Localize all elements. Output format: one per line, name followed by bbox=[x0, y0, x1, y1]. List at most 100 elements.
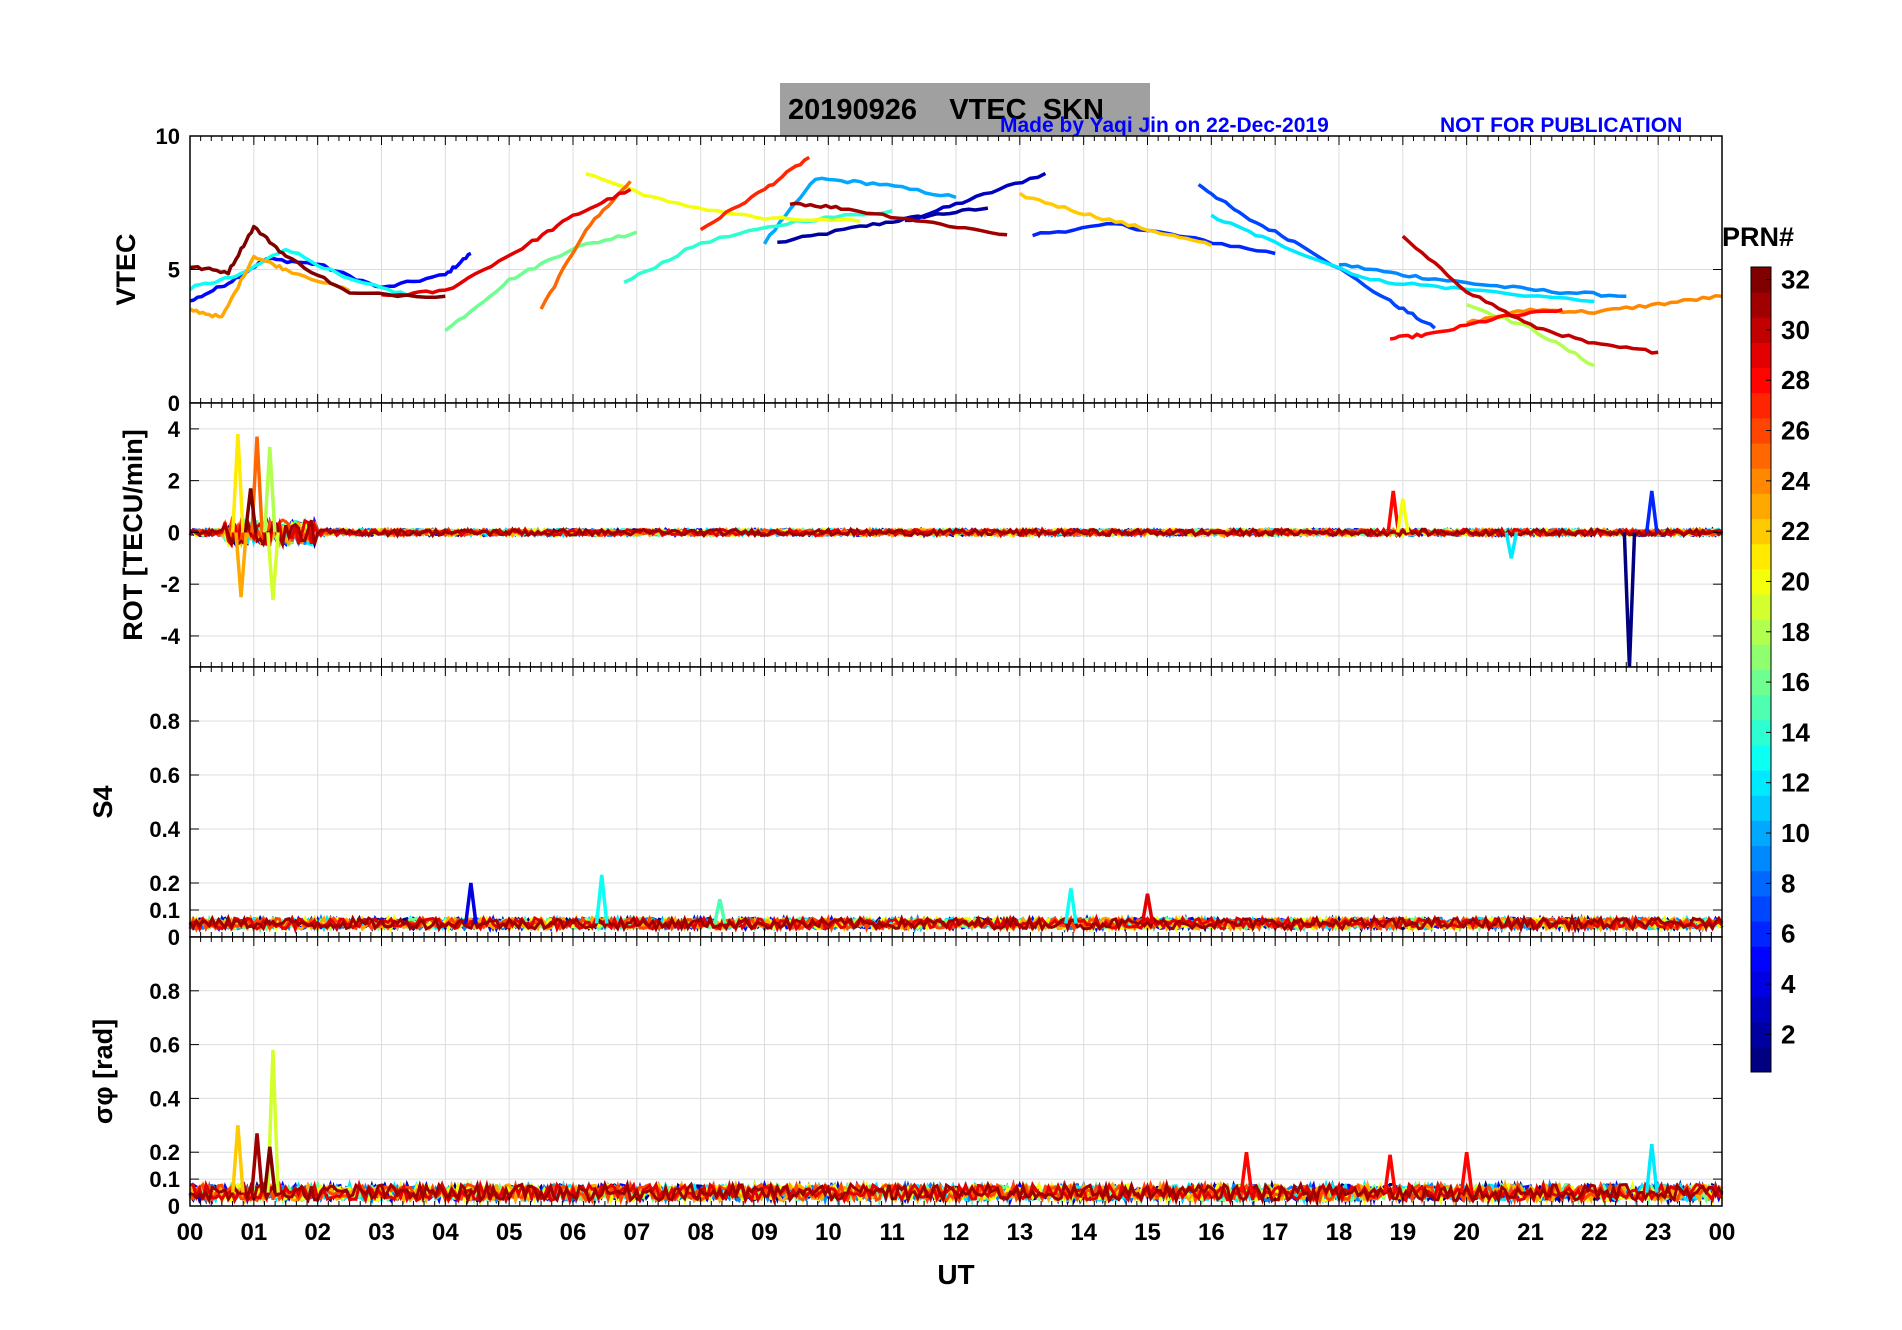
x-tick-label: 17 bbox=[1262, 1219, 1289, 1246]
x-axis-label: UT bbox=[937, 1259, 974, 1290]
y-tick-label: 0 bbox=[168, 1194, 180, 1219]
colorbar-segment bbox=[1751, 443, 1771, 469]
colorbar-segment bbox=[1751, 619, 1771, 645]
colorbar-segment bbox=[1751, 694, 1771, 721]
y-tick-label: 5 bbox=[168, 258, 180, 283]
spike-prn-13 bbox=[594, 874, 609, 924]
colorbar-segment bbox=[1751, 342, 1771, 369]
y-tick-label: 0 bbox=[168, 925, 180, 950]
x-tick-label: 14 bbox=[1070, 1219, 1097, 1246]
spike-prn-28 bbox=[1386, 490, 1401, 533]
colorbar-segment bbox=[1751, 543, 1771, 570]
series-prn-18 bbox=[1466, 303, 1595, 368]
colorbar-segment bbox=[1751, 971, 1771, 998]
colorbar-tick-label: 26 bbox=[1781, 416, 1810, 446]
y-tick-label: 0.4 bbox=[149, 1086, 180, 1111]
colorbar-tick-label: 4 bbox=[1781, 969, 1796, 999]
spike-prn-23 bbox=[234, 532, 248, 598]
colorbar-segment bbox=[1751, 493, 1771, 520]
spike-prn-4 bbox=[464, 882, 478, 924]
colorbar-segment bbox=[1751, 392, 1771, 419]
x-tick-label: 19 bbox=[1389, 1219, 1416, 1246]
colorbar-tick-label: 12 bbox=[1781, 768, 1810, 798]
colorbar-segment bbox=[1751, 845, 1771, 872]
x-tick-label: 11 bbox=[879, 1219, 904, 1246]
spike-prn-20 bbox=[1395, 498, 1410, 533]
spike-prn-15 bbox=[712, 898, 727, 924]
colorbar-segment bbox=[1751, 317, 1771, 343]
colorbar-segment bbox=[1751, 292, 1771, 318]
colorbar-segment bbox=[1751, 770, 1771, 796]
y-tick-label: 0 bbox=[168, 520, 180, 545]
series-prn-3 bbox=[904, 171, 1047, 223]
series-prn-2 bbox=[777, 206, 989, 245]
colorbar-segment bbox=[1751, 568, 1771, 595]
colorbar-segment bbox=[1751, 367, 1771, 394]
colorbar-segment bbox=[1751, 895, 1771, 922]
x-tick-label: 16 bbox=[1198, 1219, 1225, 1246]
colorbar-tick-label: 24 bbox=[1781, 466, 1810, 496]
y-tick-label: 2 bbox=[168, 469, 180, 494]
x-tick-label: 10 bbox=[815, 1219, 842, 1246]
y-axis-label: σφ [rad] bbox=[88, 1019, 118, 1124]
colorbar-segment bbox=[1751, 795, 1771, 821]
colorbar-tick-label: 32 bbox=[1781, 265, 1810, 295]
y-tick-label: 0.6 bbox=[149, 1033, 180, 1058]
panel-vtec: 0 5 10 VTEC bbox=[111, 124, 1723, 416]
colorbar-tick-label: 18 bbox=[1781, 617, 1810, 647]
x-tick-label: 03 bbox=[368, 1219, 395, 1246]
spike-prn-28 bbox=[1383, 1154, 1397, 1193]
series-prn-9 bbox=[1338, 262, 1627, 298]
x-tick-label: 21 bbox=[1517, 1219, 1544, 1246]
y-tick-label: 0.4 bbox=[149, 817, 180, 842]
colorbar-segment bbox=[1751, 921, 1771, 947]
publication-notice: NOT FOR PUBLICATION bbox=[1440, 114, 1683, 137]
series-prn-31 bbox=[189, 519, 1724, 551]
x-tick-label: 08 bbox=[687, 1219, 714, 1246]
colorbar-tick-label: 14 bbox=[1781, 717, 1810, 747]
x-tick-label: 18 bbox=[1326, 1219, 1353, 1246]
colorbar-frame bbox=[1750, 266, 1772, 1073]
spike-prn-32 bbox=[243, 488, 258, 533]
x-tick-label: 00 bbox=[177, 1219, 204, 1246]
series-prn-31 bbox=[189, 1179, 1724, 1207]
spike-prn-28 bbox=[1459, 1151, 1474, 1193]
y-tick-label: -2 bbox=[160, 572, 180, 597]
colorbar-segment bbox=[1751, 518, 1771, 545]
y-axis-label: VTEC bbox=[111, 233, 141, 305]
x-tick-label: 04 bbox=[432, 1219, 459, 1246]
credit-text: Made by Yaqi Jin on 22-Dec-2019 bbox=[1000, 114, 1329, 137]
colorbar-segment bbox=[1751, 820, 1771, 847]
series-prn-30 bbox=[1401, 234, 1659, 355]
spike-prn-31 bbox=[250, 1133, 264, 1193]
spike-prn-18 bbox=[262, 446, 277, 533]
panel-rot: -4 -2 0 2 4 ROT [TECU/min] bbox=[118, 402, 1724, 668]
series-prn-16 bbox=[444, 230, 638, 332]
colorbar-segment bbox=[1751, 996, 1771, 1023]
series-prn-10 bbox=[762, 176, 957, 245]
colorbar-label: PRN# bbox=[1722, 222, 1794, 252]
spike-prn-12 bbox=[1504, 532, 1519, 559]
y-tick-label: 0.1 bbox=[149, 1167, 180, 1192]
title-box bbox=[780, 83, 1150, 137]
colorbar-tick-label: 28 bbox=[1781, 365, 1810, 395]
colorbar-segment bbox=[1751, 594, 1771, 620]
panel-s4: 00.10.2 0.4 0.6 0.8 S4 bbox=[88, 666, 1724, 950]
colorbar-tick-label: 20 bbox=[1781, 566, 1810, 596]
colorbar-tick-label: 8 bbox=[1781, 868, 1795, 898]
series-prn-14 bbox=[623, 209, 893, 284]
spike-prn-29 bbox=[1140, 893, 1155, 924]
series-prn-29 bbox=[381, 187, 632, 298]
series-prn-23 bbox=[189, 254, 351, 319]
x-tick-label: 00 bbox=[1709, 1219, 1736, 1246]
colorbar-segment bbox=[1751, 946, 1771, 972]
colorbar-tick-label: 16 bbox=[1781, 667, 1810, 697]
colorbar-segment bbox=[1751, 719, 1771, 746]
x-tick-label: 09 bbox=[751, 1219, 778, 1246]
colorbar-tick-label: 6 bbox=[1781, 919, 1795, 949]
colorbar-segment bbox=[1751, 870, 1771, 897]
x-tick-label: 23 bbox=[1645, 1219, 1672, 1246]
y-tick-label: 0.6 bbox=[149, 763, 180, 788]
